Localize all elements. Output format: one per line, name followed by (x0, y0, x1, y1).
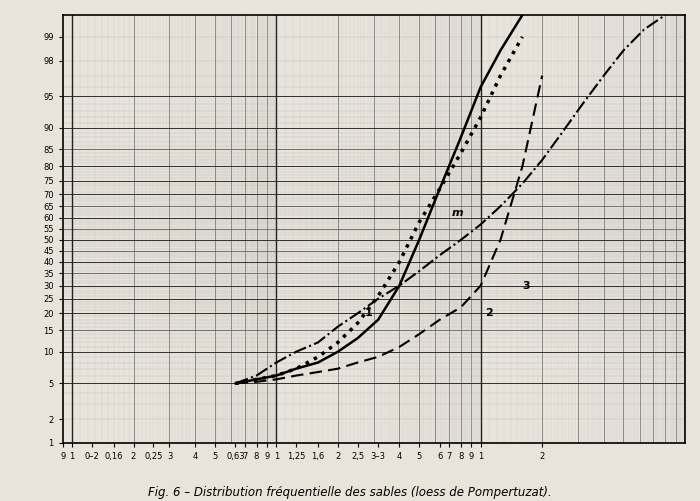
Text: m: m (452, 208, 463, 218)
Text: Fig. 6 – Distribution fréquentielle des sables (loess de Pompertuzat).: Fig. 6 – Distribution fréquentielle des … (148, 486, 552, 499)
Text: 3: 3 (522, 281, 530, 291)
Text: 1: 1 (365, 308, 372, 318)
Text: 2: 2 (485, 308, 493, 318)
